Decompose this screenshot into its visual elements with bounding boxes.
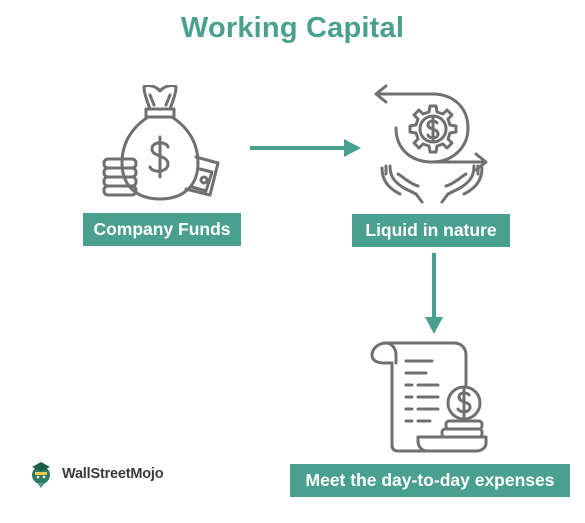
step-label-liquid-in-nature: Liquid in nature (352, 214, 510, 247)
step-label-company-funds: Company Funds (83, 213, 241, 246)
receipt-coin-icon (370, 341, 488, 453)
page-title: Working Capital (180, 12, 405, 44)
logo-text: WallStreetMojo (62, 466, 164, 482)
cycle-hands-icon (374, 84, 488, 204)
flow-arrow-right (250, 139, 361, 157)
wallstreetmojo-logo: WallStreetMojo (26, 458, 164, 490)
wallstreetmojo-logo-icon (32, 462, 50, 488)
step-label-meet-expenses: Meet the day-to-day expenses (290, 464, 570, 497)
flow-arrow-down (425, 253, 443, 334)
money-bag-icon (102, 85, 220, 201)
